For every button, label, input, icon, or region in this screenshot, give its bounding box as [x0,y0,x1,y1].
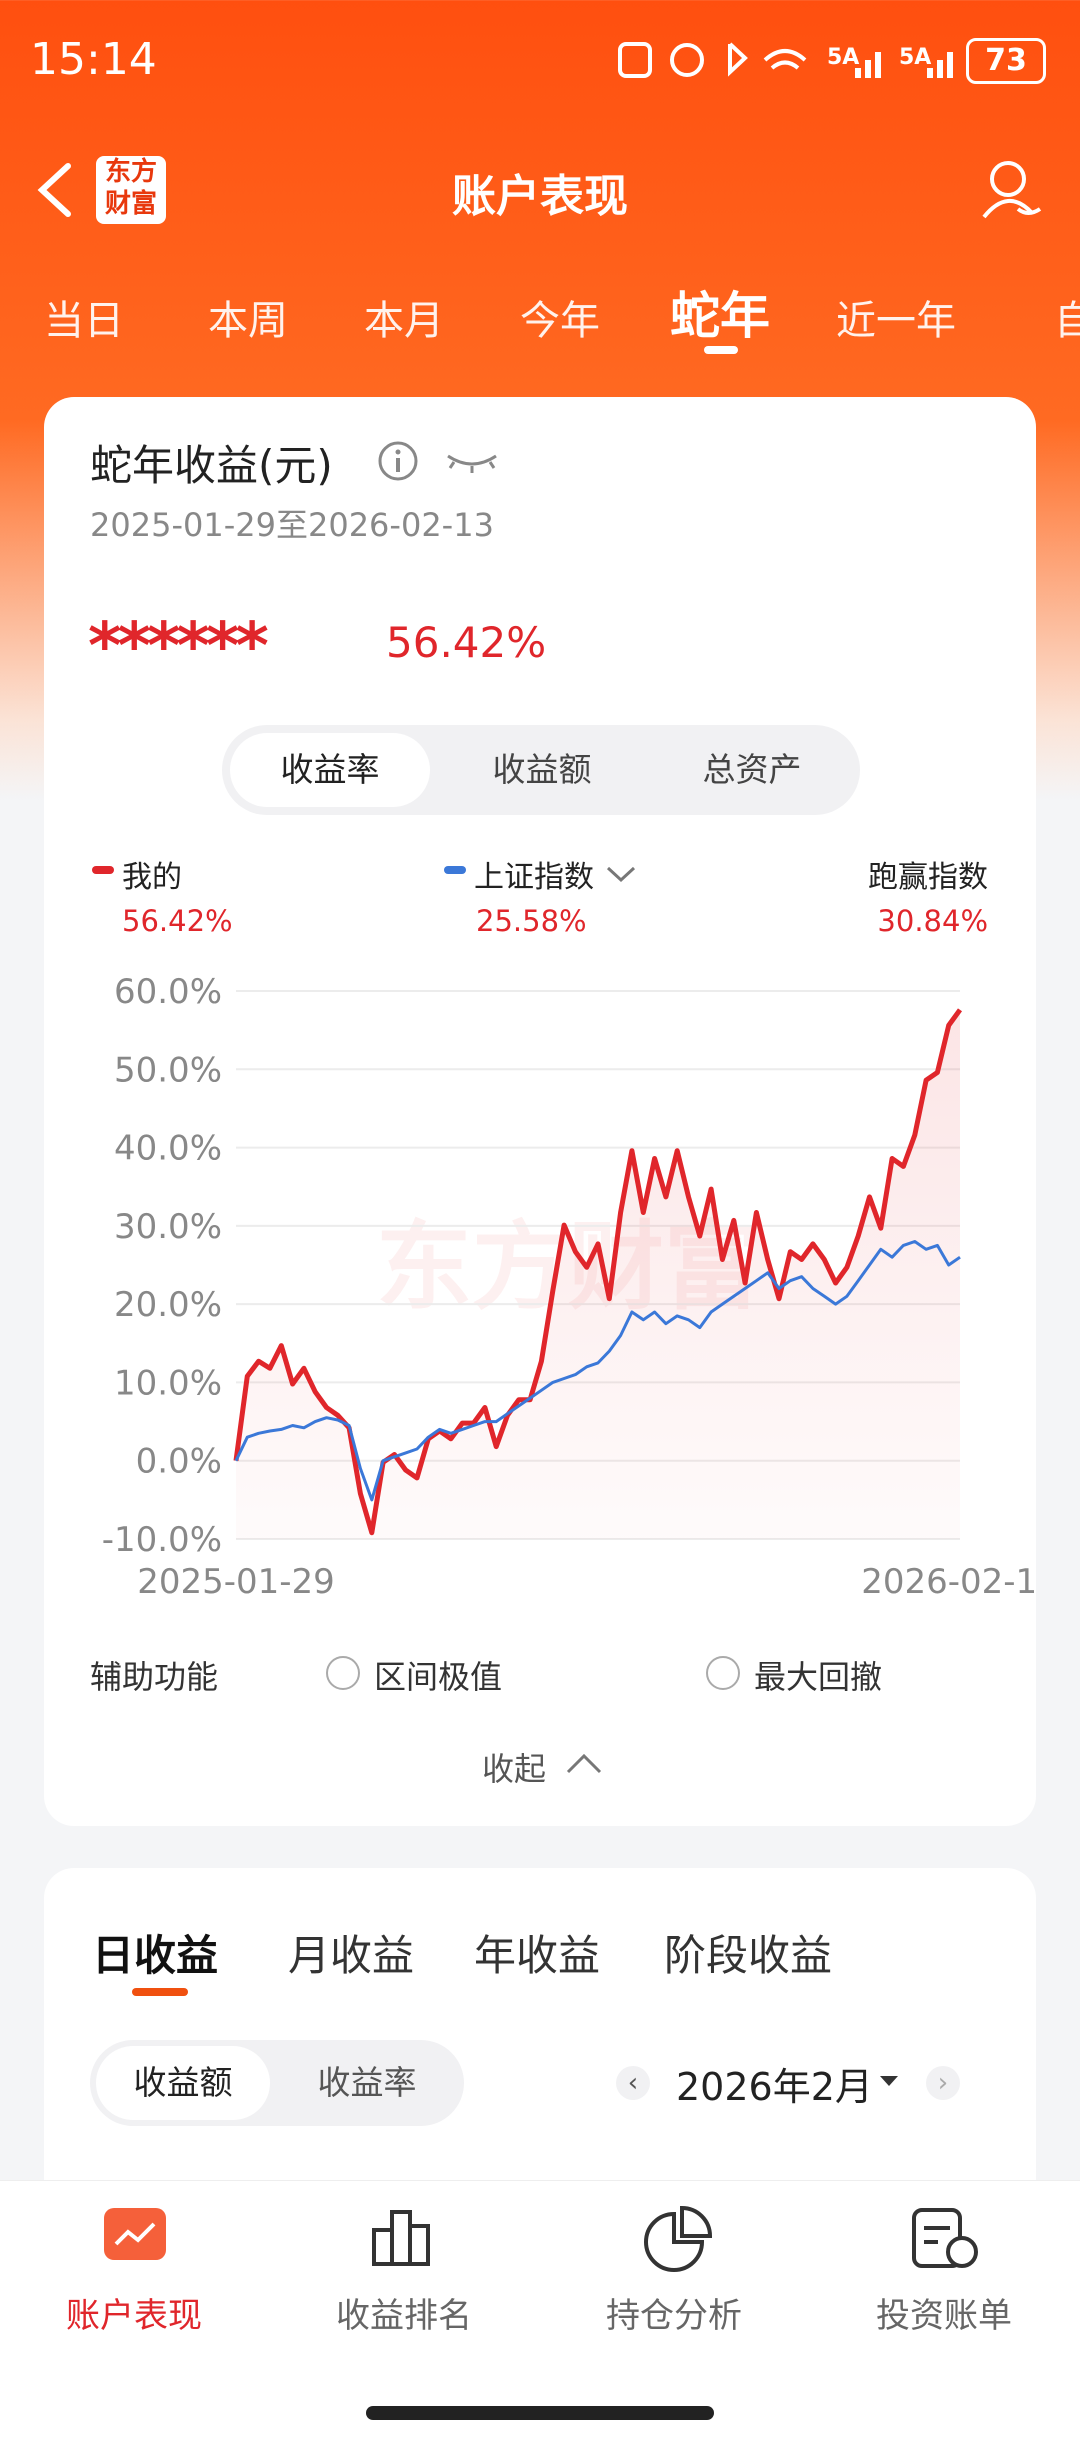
toggle: 收益额 收益率 [90,2040,464,2126]
svg-text:5A: 5A [899,45,931,70]
logo-text: 东方 [104,157,157,187]
performance-card [44,397,1036,1826]
legend-name[interactable]: 上证指数 [474,860,594,895]
earnings-tab[interactable]: 月收益 [288,1931,415,1980]
bottom-nav-item[interactable]: 账户表现 [66,2296,202,2336]
legend-swatch [92,866,114,874]
earnings-tab[interactable]: 阶段收益 [664,1931,833,1980]
legend-value: 25.58% [476,904,587,938]
logo-text: 财富 [104,189,157,219]
bottom-nav-icons [104,2205,978,2272]
aux-option[interactable]: 区间极值 [374,1658,503,1696]
date-range: 2025-01-29至2026-02-13 [90,506,494,544]
profile-button[interactable] [978,155,1044,221]
period-tab[interactable]: 自 [1054,298,1080,344]
logo: 东方 财富 [96,156,166,224]
outperform-label: 跑赢指数 [868,860,988,895]
earnings-tab[interactable]: 日收益 [92,1931,219,1980]
bottom-nav-item[interactable]: 投资账单 [876,2296,1012,2336]
toggle-item[interactable]: 收益额 [96,2046,270,2120]
month-dropdown[interactable] [878,2074,900,2090]
aux-label: 辅助功能 [90,1658,219,1696]
y-tick-label: 50.0% [114,1050,222,1090]
y-tick-label: 40.0% [114,1129,222,1169]
bottom-nav-item[interactable]: 持仓分析 [606,2296,742,2336]
battery: 73 [966,38,1046,84]
legend-value: 56.42% [122,904,233,938]
dropdown-icon[interactable] [604,862,638,886]
y-tick-label: 10.0% [114,1363,222,1403]
radio[interactable] [706,1656,740,1690]
home-indicator [366,2406,714,2420]
y-tick-label: 60.0% [114,972,222,1012]
segment-item[interactable]: 收益额 [492,750,592,789]
toggle-item[interactable]: 收益率 [317,2063,417,2102]
status-time: 15:14 [30,34,157,85]
y-tick-label: -10.0% [102,1520,222,1560]
next-month[interactable]: › [926,2066,960,2100]
x-tick-label: 2026-02-13 [861,1562,1036,1602]
month-label[interactable]: 2026年2月 [676,2065,873,2109]
period-tab[interactable]: 近一年 [836,298,956,344]
line [233,1008,963,1536]
prev-month[interactable]: ‹ [616,2066,650,2100]
aux-option[interactable]: 最大回撤 [754,1658,883,1696]
period-tab[interactable]: 蛇年 [670,287,770,345]
status-icons: 5A 5A [618,42,953,78]
tab-underline [132,1988,188,1996]
period-tab[interactable]: 本月 [364,298,444,344]
collapse-icon[interactable] [564,1750,604,1780]
y-tick-label: 20.0% [114,1285,222,1325]
x-tick-label: 2025-01-29 [137,1562,335,1602]
period-tab[interactable]: 当日 [44,298,124,344]
collapse-button[interactable]: 收起 [482,1750,547,1788]
masked-amount: ****** [88,610,269,684]
line [234,1240,961,1502]
tab-indicator [704,346,738,354]
segment-item[interactable]: 总资产 [702,750,802,789]
svg-text:5A: 5A [827,45,859,70]
earnings-tab[interactable]: 年收益 [474,1931,601,1980]
back-button[interactable] [30,160,80,220]
y-tick-label: 30.0% [114,1207,222,1247]
legend-swatch [444,866,466,874]
return-rate: 56.42% [386,618,547,667]
legend-name: 我的 [122,860,182,895]
segment-control: 收益率 收益额 总资产 [222,725,860,815]
legend-value: 30.84% [877,904,988,938]
radio[interactable] [326,1656,360,1690]
bottom-nav-item[interactable]: 收益排名 [336,2296,472,2336]
period-tab[interactable]: 今年 [520,298,600,344]
card-icons[interactable] [374,438,504,484]
segment-item[interactable]: 收益率 [230,733,430,807]
bottom-nav [0,2180,1080,2441]
y-tick-label: 0.0% [136,1442,222,1482]
nav-title: 账户表现 [452,171,628,222]
period-tab[interactable]: 本周 [208,298,288,344]
area [236,1009,960,1539]
card-title: 蛇年收益(元) [90,441,333,490]
